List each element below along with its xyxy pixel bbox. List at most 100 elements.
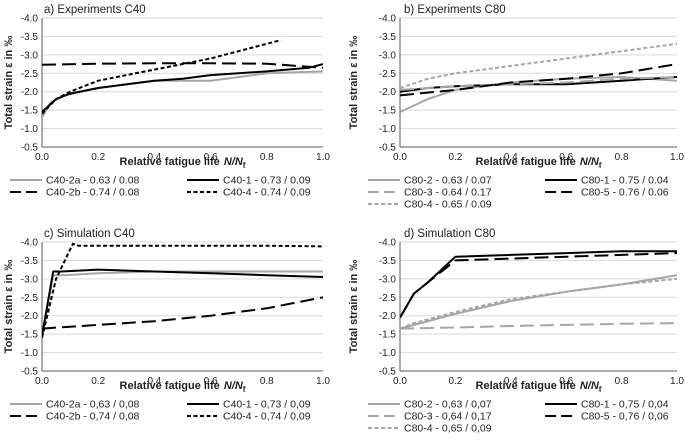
chart-d-legend-label: C80-5 - 0,76 / 0,06 <box>581 411 669 423</box>
chart-c-series-group <box>42 242 323 339</box>
chart-c-x-axis-label-subscript: f <box>243 385 246 394</box>
chart-a-ytick-label: -2.0 <box>21 87 39 98</box>
chart-d-ytick-label: -3.0 <box>379 274 397 285</box>
chart-b-title: b) Experiments C80 <box>404 4 506 16</box>
chart-c-ytick-label: -2.5 <box>21 293 39 304</box>
chart-d-series-group <box>400 250 677 330</box>
chart-a-legend-label: C40-2b - 0.74 / 0.08 <box>46 187 140 199</box>
chart-a-xtick-label: 0.0 <box>35 152 49 163</box>
chart-d-ytick-label: -3.5 <box>379 256 397 267</box>
chart-d-x-axis-label-text: Relative fatigue life <box>476 380 576 392</box>
chart-d-xtick-label: 1.0 <box>670 376 684 387</box>
chart-c-legend-label: C40-4 - 0,74 / 0,09 <box>223 411 311 423</box>
chart-b-x-axis-label-text: Relative fatigue life <box>476 156 576 168</box>
chart-a-ytick-label: -0.5 <box>21 143 39 154</box>
chart-c-ytick-label: -3.5 <box>21 256 39 267</box>
chart-c-xtick-label: 0.6 <box>204 376 218 387</box>
chart-d-xtick-label: 0.6 <box>559 376 573 387</box>
chart-c-legend-label: C40-2b - 0,74 / 0,08 <box>46 411 140 423</box>
chart-a-series-line <box>42 39 282 115</box>
chart-b-series-line <box>400 76 677 113</box>
chart-a-legend-label: C40-4 - 0.74 / 0.09 <box>223 187 311 199</box>
chart-a-xtick-label: 0.6 <box>204 152 218 163</box>
chart-d-x-axis-label: Relative fatigue life N/Nf <box>476 380 602 394</box>
chart-a-y-axis-label: Total strain ε in ‰ <box>3 36 15 130</box>
chart-b-xtick-label: 0.2 <box>448 152 462 163</box>
chart-b-series-line <box>400 76 677 91</box>
chart-c-ytick-label: -0.5 <box>21 367 39 378</box>
chart-d-ytick-label: -0.5 <box>379 367 397 378</box>
chart-d-series-line <box>400 252 677 319</box>
chart-c-legend-label: C40-2a - 0,63 / 0,08 <box>46 399 140 411</box>
chart-a-x-axis-label-symbol: N/N <box>224 156 244 168</box>
chart-c-x-axis-label-text: Relative fatigue life <box>120 380 220 392</box>
chart-d-ytick-label: -1.5 <box>379 330 397 341</box>
chart-d-series-line <box>400 250 677 319</box>
chart-b-series-line <box>400 42 677 89</box>
chart-b-ytick-label: -1.0 <box>379 124 397 135</box>
chart-c-ytick-label: -2.0 <box>21 311 39 322</box>
chart-d-legend-label: C80-1 - 0,75 / 0,04 <box>581 399 669 411</box>
chart-c-ytick-label: -1.0 <box>21 348 39 359</box>
chart-c-y-axis-label: Total strain ε in ‰ <box>3 260 15 354</box>
chart-b-ytick-label: -4.0 <box>379 14 397 25</box>
chart-b-ytick-label: -2.0 <box>379 87 397 98</box>
chart-c-x-axis-label-symbol: N/N <box>224 380 244 392</box>
chart-b-series-line <box>400 63 677 97</box>
chart-b-x-axis-label-subscript: f <box>599 161 602 170</box>
chart-c-ytick-label: -1.5 <box>21 330 39 341</box>
chart-c-legend-label: C40-1 - 0,73 / 0,09 <box>223 399 311 411</box>
chart-a-x-axis-label: Relative fatigue life N/Nf <box>120 156 246 170</box>
chart-d-series-line <box>400 277 677 330</box>
chart-b-series-group <box>400 42 677 113</box>
chart-b-xtick-label: 0.4 <box>504 152 518 163</box>
chart-b-legend-label: C80-3 - 0.64 / 0.17 <box>404 187 492 199</box>
chart-c-ytick-label: -3.0 <box>21 274 39 285</box>
chart-c-xtick-label: 0.0 <box>35 376 49 387</box>
chart-b-x-axis-label-symbol: N/N <box>580 156 600 168</box>
chart-c-series-line <box>42 242 323 339</box>
chart-a-xtick-label: 0.8 <box>260 152 274 163</box>
chart-b-y-axis-label: Total strain ε in ‰ <box>348 36 360 130</box>
chart-c-xtick-label: 0.4 <box>147 376 161 387</box>
chart-a-ytick-label: -2.5 <box>21 69 39 80</box>
chart-b-xtick-label: 0.0 <box>393 152 407 163</box>
chart-d-legend-label: C80-2 - 0,63 / 0,07 <box>404 399 492 411</box>
chart-a-title: a) Experiments C40 <box>44 4 146 16</box>
chart-a-xtick-label: 0.2 <box>91 152 105 163</box>
chart-b-x-axis-label: Relative fatigue life N/Nf <box>476 156 602 170</box>
chart-b-legend-label: C80-1 - 0.75 / 0.04 <box>581 175 669 187</box>
chart-b-ytick-label: -1.5 <box>379 106 397 117</box>
chart-d-xtick-label: 0.8 <box>615 376 629 387</box>
chart-c-xtick-label: 0.8 <box>260 376 274 387</box>
chart-c-title: c) Simulation C40 <box>44 228 135 240</box>
chart-a-ytick-label: -1.0 <box>21 124 39 135</box>
chart-d-xtick-label: 0.0 <box>393 376 407 387</box>
chart-d-legend-label: C80-4 - 0,65 / 0,09 <box>404 423 492 435</box>
chart-d-ytick-label: -1.0 <box>379 348 397 359</box>
chart-a-ytick-label: -3.5 <box>21 32 39 43</box>
chart-b-ytick-label: -3.0 <box>379 50 397 61</box>
chart-b-legend-label: C80-4 - 0.65 / 0.09 <box>404 199 492 211</box>
chart-c-x-axis-label: Relative fatigue life N/Nf <box>120 380 246 394</box>
chart-a-series-line <box>42 63 323 113</box>
chart-b-xtick-label: 0.8 <box>615 152 629 163</box>
chart-c-ytick-label: -4.0 <box>21 238 39 249</box>
chart-a-legend-label: C40-1 - 0.73 / 0.09 <box>223 175 311 187</box>
chart-a-xtick-label: 0.4 <box>147 152 161 163</box>
chart-a-legend-label: C40-2a - 0.63 / 0.08 <box>46 175 140 187</box>
chart-a-ytick-label: -4.0 <box>21 14 39 25</box>
chart-d-title: d) Simulation C80 <box>404 228 495 240</box>
chart-b-ytick-label: -3.5 <box>379 32 397 43</box>
chart-a-ytick-label: -3.0 <box>21 50 39 61</box>
chart-b-legend-label: C80-2 - 0.63 / 0.07 <box>404 175 492 187</box>
chart-a-xtick-label: 1.0 <box>316 152 330 163</box>
chart-a-series-group <box>42 39 323 118</box>
chart-a-x-axis-label-subscript: f <box>243 161 246 170</box>
chart-b-xtick-label: 1.0 <box>670 152 684 163</box>
chart-c-series-line <box>42 270 323 338</box>
chart-d-series-line <box>400 274 677 330</box>
chart-d-series-line <box>400 322 677 330</box>
chart-b-series-line <box>400 76 677 93</box>
